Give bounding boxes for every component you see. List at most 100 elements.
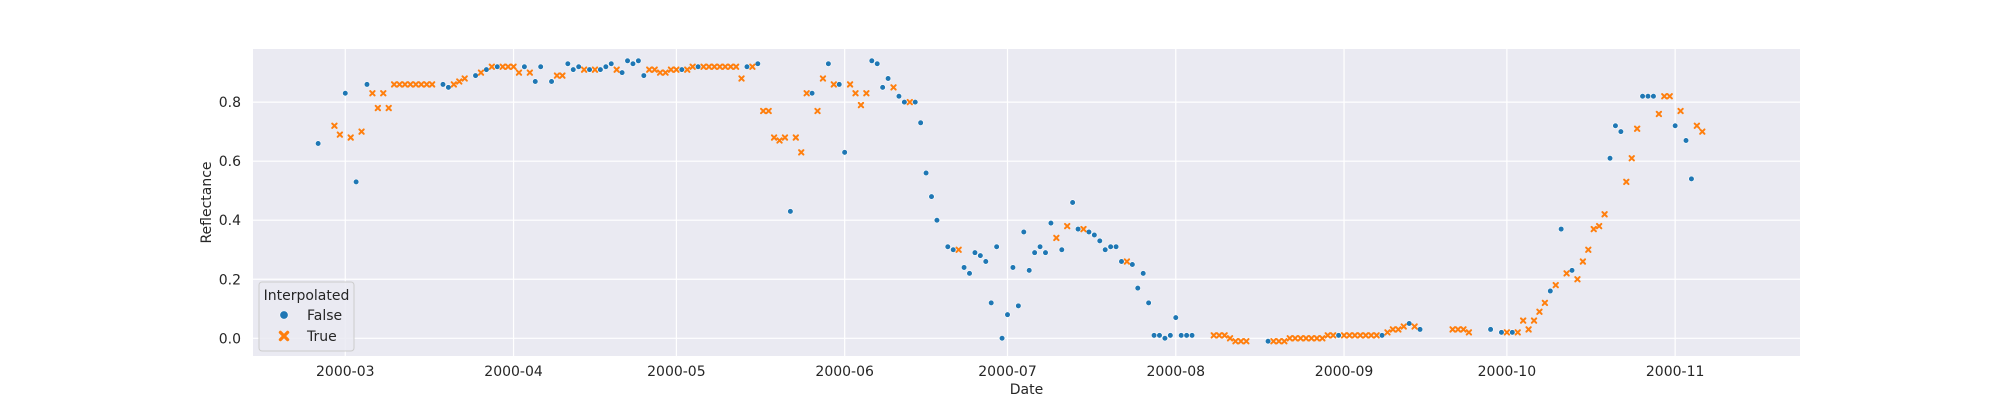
data-point-true bbox=[1210, 332, 1217, 339]
data-point-true bbox=[711, 63, 718, 70]
data-point-true bbox=[1053, 234, 1060, 242]
data-point-true bbox=[553, 72, 561, 79]
data-point-false bbox=[537, 63, 544, 70]
data-point-true bbox=[450, 81, 458, 88]
data-point-true bbox=[1367, 332, 1375, 339]
data-point-false bbox=[678, 66, 685, 73]
data-point-false bbox=[1161, 335, 1169, 342]
data-point-true bbox=[863, 90, 870, 97]
data-point-true bbox=[656, 69, 664, 76]
data-point-false bbox=[353, 178, 360, 185]
data-point-true bbox=[792, 134, 799, 141]
y-tick-label: 0.2 bbox=[219, 272, 241, 288]
legend-title: Interpolated bbox=[264, 288, 350, 304]
data-point-true bbox=[477, 69, 485, 76]
data-point-true bbox=[499, 63, 506, 70]
data-point-false bbox=[602, 63, 609, 70]
data-point-true bbox=[722, 63, 729, 70]
data-point-true bbox=[1243, 338, 1250, 345]
data-point-true bbox=[1601, 211, 1608, 218]
data-point-true bbox=[781, 134, 789, 141]
data-point-false bbox=[1644, 93, 1652, 100]
data-point-false bbox=[1612, 122, 1619, 129]
data-point-false bbox=[1058, 246, 1065, 253]
data-point-true bbox=[1389, 326, 1397, 333]
data-point-true bbox=[1216, 332, 1223, 339]
legend-label-true: True bbox=[306, 329, 337, 345]
data-point-true bbox=[1595, 222, 1603, 230]
data-point-false bbox=[1188, 332, 1196, 339]
data-point-true bbox=[336, 131, 344, 138]
data-point-true bbox=[580, 66, 588, 73]
data-point-false bbox=[1406, 320, 1413, 327]
data-point-false bbox=[743, 63, 751, 70]
data-point-true bbox=[1313, 335, 1321, 342]
data-point-false bbox=[944, 243, 951, 250]
data-point-true bbox=[613, 66, 620, 73]
data-point-false bbox=[445, 84, 452, 91]
data-point-false bbox=[624, 57, 631, 64]
data-point-true bbox=[705, 63, 713, 70]
x-axis-label: Date bbox=[1010, 382, 1043, 398]
data-point-true bbox=[374, 104, 382, 112]
data-point-false bbox=[1378, 332, 1386, 339]
data-point-false bbox=[1568, 267, 1576, 274]
data-point-true bbox=[1519, 317, 1527, 324]
data-point-true bbox=[1514, 329, 1521, 336]
data-point-false bbox=[1264, 338, 1272, 345]
data-point-false bbox=[993, 243, 1000, 250]
data-point-true bbox=[331, 122, 338, 129]
legend-entries: False True bbox=[278, 308, 342, 345]
data-point-false bbox=[1015, 302, 1022, 309]
data-point-true bbox=[1400, 323, 1407, 330]
legend-marker-false bbox=[279, 310, 289, 320]
data-point-true bbox=[1330, 332, 1337, 339]
y-tick-label: 0.4 bbox=[219, 213, 241, 229]
data-point-true bbox=[1530, 317, 1538, 324]
data-point-false bbox=[912, 99, 919, 106]
data-point-false bbox=[1178, 332, 1185, 339]
legend-label-false: False bbox=[307, 308, 342, 324]
data-point-true bbox=[1699, 128, 1706, 135]
data-point-true bbox=[890, 84, 897, 91]
data-point-false bbox=[1156, 332, 1163, 339]
data-point-true bbox=[504, 63, 512, 70]
data-point-false bbox=[901, 99, 908, 106]
data-point-true bbox=[1590, 225, 1597, 233]
data-point-true bbox=[700, 63, 707, 70]
data-point-false bbox=[841, 149, 848, 156]
data-point-false bbox=[1102, 246, 1109, 253]
data-point-false bbox=[1183, 332, 1190, 339]
data-point-true bbox=[906, 98, 913, 106]
data-point-true bbox=[1541, 299, 1549, 307]
data-point-false bbox=[884, 75, 892, 82]
data-point-false bbox=[363, 81, 371, 88]
data-point-true bbox=[738, 75, 745, 82]
data-point-true bbox=[1552, 281, 1559, 289]
data-point-true bbox=[1080, 225, 1087, 233]
data-point-true bbox=[510, 63, 517, 70]
data-point-false bbox=[1047, 220, 1055, 227]
data-point-false bbox=[960, 264, 968, 271]
legend: Interpolated False True bbox=[258, 281, 355, 352]
data-point-true bbox=[716, 63, 724, 70]
data-point-true bbox=[401, 81, 409, 88]
data-point-false bbox=[1042, 249, 1049, 256]
data-point-true bbox=[1302, 335, 1310, 342]
data-point-true bbox=[1357, 332, 1364, 339]
data-point-true bbox=[456, 78, 463, 85]
data-point-true bbox=[684, 66, 691, 73]
data-point-false bbox=[635, 57, 642, 64]
data-point-false bbox=[1036, 243, 1044, 250]
data-point-false bbox=[494, 63, 501, 70]
data-point-true bbox=[1270, 338, 1277, 345]
data-point-true bbox=[1623, 178, 1630, 186]
data-point-false bbox=[1096, 237, 1103, 244]
data-point-true bbox=[358, 128, 365, 135]
data-point-true bbox=[1340, 332, 1348, 339]
data-point-true bbox=[852, 90, 859, 97]
plot-area bbox=[253, 49, 1800, 356]
grid bbox=[253, 49, 1800, 356]
data-point-false bbox=[1672, 122, 1679, 129]
